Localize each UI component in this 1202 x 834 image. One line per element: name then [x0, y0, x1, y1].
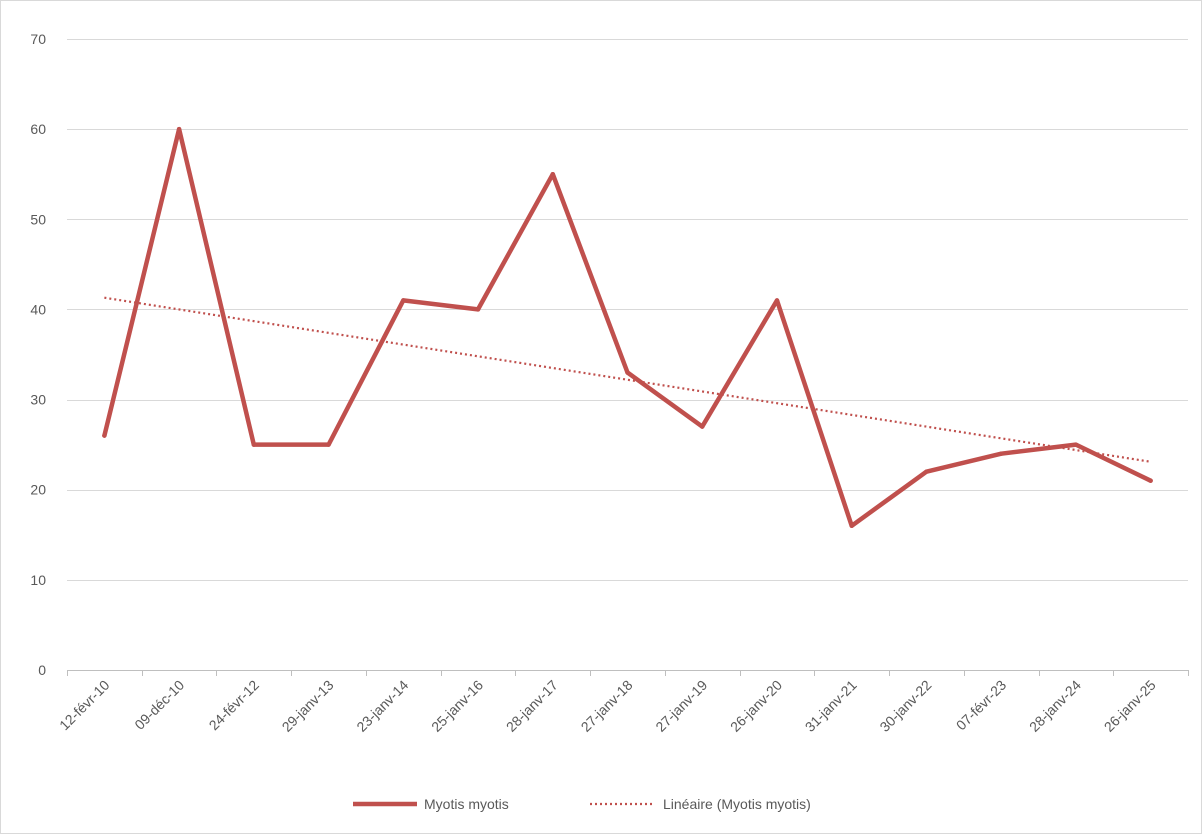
- data-point: [924, 469, 929, 474]
- x-axis-tick-labels: 12-févr-10 09-déc-10 24-févr-12 29-janv-13 2…: [56, 677, 1159, 735]
- y-tick-label: 0: [38, 662, 46, 678]
- data-point: [326, 442, 331, 447]
- data-point: [625, 370, 630, 375]
- data-point: [176, 126, 182, 132]
- axes: [67, 670, 1189, 676]
- data-point: [102, 433, 107, 438]
- x-tick-label: 27-janv-19: [652, 677, 710, 735]
- legend: Myotis myotis Linéaire (Myotis myotis): [353, 796, 811, 812]
- y-tick-label: 30: [30, 392, 46, 408]
- x-tick-label: 09-déc-10: [131, 677, 187, 733]
- data-point: [1148, 478, 1153, 483]
- x-tick-label: 28-janv-17: [503, 677, 561, 735]
- y-tick-label: 60: [30, 121, 46, 137]
- data-point: [998, 451, 1004, 456]
- y-axis-tick-labels: 0 10 20 30 40 50 60 70: [30, 31, 46, 678]
- series-layer: [102, 126, 1153, 529]
- gridlines: [67, 39, 1188, 581]
- legend-label-trendline: Linéaire (Myotis myotis): [663, 796, 811, 812]
- x-tick-label: 31-janv-21: [802, 677, 860, 735]
- data-point: [849, 523, 854, 528]
- trendline: [104, 296, 1151, 463]
- x-tick-label: 27-janv-18: [578, 677, 636, 735]
- x-tick-label: 29-janv-13: [279, 677, 337, 735]
- data-point: [1073, 442, 1079, 447]
- trendline-layer: [104, 296, 1151, 463]
- y-tick-label: 40: [30, 301, 46, 317]
- data-point: [550, 172, 555, 177]
- data-point: [401, 298, 406, 303]
- x-tick-label: 30-janv-22: [876, 677, 934, 735]
- x-tick-label: 28-janv-24: [1026, 677, 1084, 735]
- data-point: [251, 442, 257, 447]
- y-tick-label: 50: [30, 211, 46, 227]
- x-tick-label: 26-janv-25: [1101, 677, 1159, 735]
- data-point: [700, 424, 705, 429]
- data-point: [475, 307, 481, 312]
- data-point: [774, 298, 780, 303]
- legend-label-series: Myotis myotis: [424, 796, 509, 812]
- y-tick-label: 10: [30, 572, 46, 588]
- x-tick-label: 23-janv-14: [353, 677, 411, 735]
- x-tick-label: 24-févr-12: [206, 677, 263, 734]
- x-tick-label: 12-févr-10: [56, 677, 113, 734]
- x-tick-label: 07-févr-23: [953, 677, 1010, 734]
- x-tick-label: 25-janv-16: [428, 677, 486, 735]
- x-tick-label: 26-janv-20: [727, 677, 785, 735]
- series-line: [102, 126, 1153, 529]
- y-tick-label: 70: [30, 31, 46, 47]
- y-tick-label: 20: [30, 482, 46, 498]
